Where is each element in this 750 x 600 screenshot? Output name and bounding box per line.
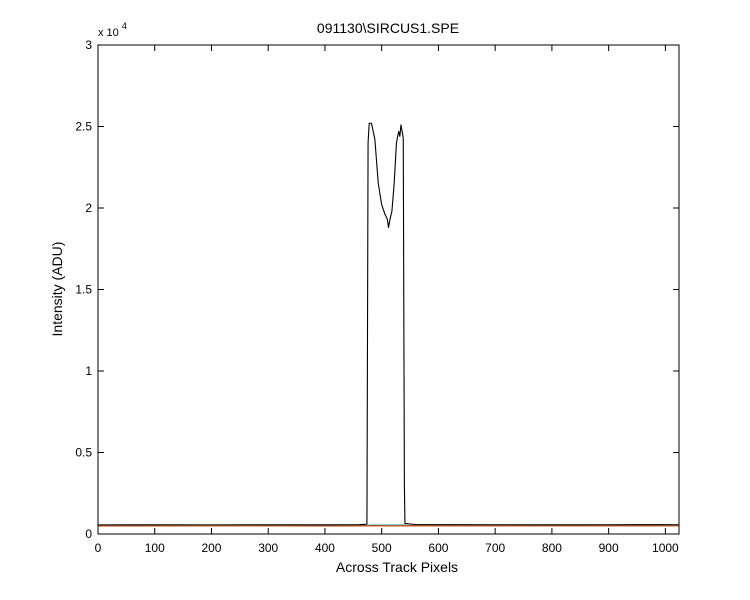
ticks-layer bbox=[97, 44, 679, 535]
chart-title: 091130\SIRCUS1.SPE bbox=[317, 20, 459, 36]
x-tick-label: 200 bbox=[201, 541, 221, 555]
series-layer bbox=[97, 122, 680, 527]
y-tick-label: 0 bbox=[85, 527, 92, 541]
y-tick-label: 0.5 bbox=[75, 446, 92, 460]
y-multiplier-base: x 10 bbox=[98, 27, 119, 39]
x-tick-label: 800 bbox=[542, 541, 562, 555]
y-axis-multiplier: x 10 4 bbox=[98, 21, 127, 39]
y-tick-labels: 0 0.5 1 1.5 2 2.5 3 bbox=[75, 38, 92, 541]
series-line-0 bbox=[97, 122, 680, 526]
x-tick-label: 400 bbox=[315, 541, 335, 555]
y-tick-label: 1 bbox=[85, 364, 92, 378]
x-tick-label: 300 bbox=[258, 541, 278, 555]
x-tick-label: 0 bbox=[95, 541, 102, 555]
x-tick-label: 700 bbox=[485, 541, 505, 555]
y-tick-label: 2.5 bbox=[75, 120, 92, 134]
y-tick-label: 3 bbox=[85, 38, 92, 52]
y-multiplier-exponent: 4 bbox=[122, 21, 127, 31]
x-tick-label: 600 bbox=[428, 541, 448, 555]
y-axis-label: Intensity (ADU) bbox=[49, 242, 65, 337]
x-axis-label: Across Track Pixels bbox=[336, 559, 458, 575]
x-tick-label: 900 bbox=[599, 541, 619, 555]
x-tick-label: 100 bbox=[145, 541, 165, 555]
y-tick-label: 2 bbox=[85, 201, 92, 215]
x-tick-label: 500 bbox=[372, 541, 392, 555]
y-tick-label: 1.5 bbox=[75, 283, 92, 297]
plot-area bbox=[98, 45, 679, 534]
plot-frame bbox=[97, 44, 680, 535]
x-tick-labels: 0 100 200 300 400 500 600 700 800 900 1000 bbox=[95, 541, 679, 555]
x-tick-label: 1000 bbox=[652, 541, 679, 555]
